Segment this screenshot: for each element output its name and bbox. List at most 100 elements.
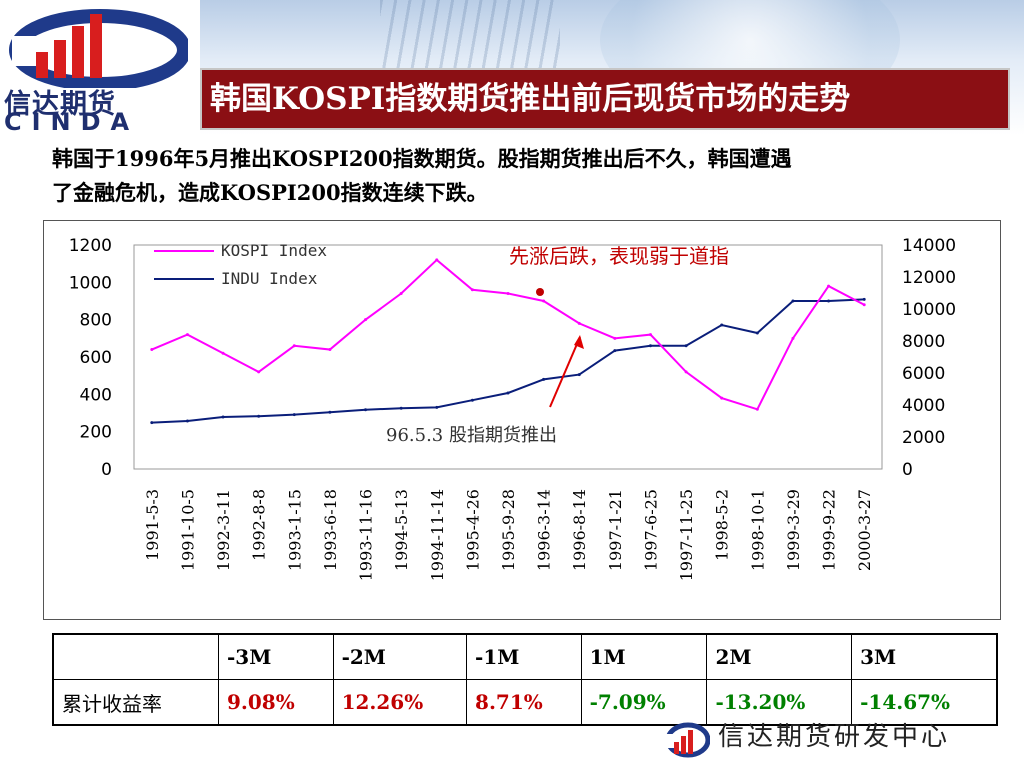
x-axis-tick-label: 1993-11-16 (357, 489, 376, 581)
x-axis-tick-label: 1992-8-8 (250, 489, 269, 561)
table-header-cell: 1M (580, 633, 708, 680)
table-header-row: -3M -2M -1M 1M 2M 3M (52, 633, 998, 680)
right-axis-tick-label: 0 (902, 460, 913, 480)
kospi-data-point (185, 333, 189, 337)
right-axis-tick-label: 14000 (902, 236, 956, 256)
kospi-data-point (399, 292, 403, 296)
right-axis-tick-label: 6000 (902, 364, 945, 384)
table-cell-value: -14.67% (851, 679, 998, 726)
table-cell-value: 8.71% (466, 679, 582, 726)
x-axis-tick-label: 1997-6-25 (641, 489, 660, 571)
table-row: 累计收益率 9.08% 12.26% 8.71% -7.09% -13.20% … (52, 679, 998, 726)
logo-english-text: CINDA (4, 108, 140, 136)
annotation-marker (536, 288, 544, 296)
right-axis-tick-label: 12000 (902, 268, 956, 288)
annotation-arrow (549, 336, 581, 408)
left-axis-tick-label: 1000 (69, 273, 112, 293)
chart-frame: 0 200 400 600 800 1000 1200 0 2000 4000 6000 8000 1… (43, 220, 1001, 620)
indu-data-point (791, 299, 795, 303)
x-axis-tick-label: 1997-11-25 (677, 489, 696, 581)
indu-data-point (827, 299, 831, 303)
returns-table: -3M -2M -1M 1M 2M 3M 累计收益率 9.08% 12.26% … (52, 633, 998, 726)
company-logo: 信达期货 CINDA (0, 0, 200, 136)
left-axis-tick-label: 1200 (69, 236, 112, 256)
table-header-cell (52, 633, 219, 680)
table-header-cell: -2M (332, 633, 468, 680)
indu-data-point (470, 398, 474, 402)
x-axis-tick-label: 2000-3-27 (855, 489, 874, 571)
series-line-indu (151, 298, 865, 424)
footer-text: 信达期货研发中心 (718, 722, 951, 752)
indu-data-point (613, 349, 617, 353)
kospi-data-point (364, 318, 368, 322)
kospi-data-point (827, 284, 831, 288)
footer-logo-icon (664, 722, 710, 758)
kospi-data-point (648, 333, 652, 337)
indu-data-point (755, 331, 759, 335)
right-axis-tick-label: 10000 (902, 300, 956, 320)
kospi-data-point (720, 396, 724, 400)
indu-data-point (221, 415, 225, 419)
x-axis-tick-label: 1992-3-11 (214, 489, 233, 571)
intro-line-1: 韩国于1996年5月推出KOSPI200指数期货。股指期货推出后不久，韩国遭遇 (52, 146, 792, 171)
left-axis-tick-label: 200 (80, 423, 112, 443)
kospi-data-point (506, 292, 510, 296)
x-axis-tick-label: 1998-5-2 (713, 489, 732, 561)
left-axis-tick-label: 600 (80, 348, 112, 368)
x-axis-tick-label: 1998-10-1 (748, 489, 767, 571)
kospi-data-point (470, 288, 474, 292)
x-axis-tick-label: 1996-8-14 (570, 489, 589, 571)
table-header-cell: 3M (851, 633, 998, 680)
indu-data-point (648, 344, 652, 348)
annotation-arrowhead (574, 335, 584, 349)
indu-data-point (720, 323, 724, 327)
kospi-indu-chart: 0 200 400 600 800 1000 1200 0 2000 4000 6000 8000 1… (69, 236, 956, 581)
indu-data-point (364, 408, 368, 412)
kospi-data-point (150, 348, 154, 352)
indu-data-point (399, 406, 403, 410)
left-axis-tick-label: 0 (101, 460, 112, 480)
kospi-data-point (755, 407, 759, 411)
intro-paragraph: 韩国于1996年5月推出KOSPI200指数期货。股指期货推出后不久，韩国遭遇 … (52, 142, 1012, 210)
left-axis-tick-label: 400 (80, 385, 112, 405)
x-axis-tick-label: 1994-5-13 (392, 489, 411, 571)
kospi-data-point (292, 344, 296, 348)
kospi-data-point (577, 321, 581, 325)
cinda-logo-icon (9, 9, 188, 88)
left-axis-tick-label: 800 (80, 311, 112, 331)
right-axis-tick-label: 4000 (902, 396, 945, 416)
table-header-cell: -1M (466, 633, 582, 680)
x-axis-tick-label: 1999-3-29 (784, 489, 803, 571)
kospi-data-point (684, 370, 688, 374)
x-axis-tick-label: 1991-5-3 (143, 489, 162, 561)
banner-decoration (380, 0, 560, 70)
kospi-data-point (542, 299, 546, 303)
indu-data-point (862, 297, 866, 301)
x-axis-tick-label: 1991-10-5 (178, 489, 197, 571)
indu-data-point (577, 373, 581, 377)
indu-data-point (185, 419, 189, 423)
x-axis-tick-label: 1994-11-14 (428, 489, 447, 581)
indu-data-point (435, 405, 439, 409)
annotation-launch-note: 96.5.3 股指期货推出 (386, 425, 557, 446)
legend-label-indu: INDU Index (221, 269, 318, 288)
indu-data-point (542, 377, 546, 381)
x-axis-tick-label: 1997-1-21 (606, 489, 625, 571)
indu-data-point (506, 391, 510, 395)
indu-data-point (684, 344, 688, 348)
table-cell-value: 12.26% (332, 679, 468, 726)
kospi-data-point (862, 303, 866, 307)
table-header-cell: -3M (218, 633, 334, 680)
intro-line-2: 了金融危机，造成KOSPI200指数连续下跌。 (52, 180, 488, 205)
table-row-label: 累计收益率 (52, 679, 219, 726)
legend-label-kospi: KOSPI Index (221, 241, 327, 260)
kospi-data-point (435, 258, 439, 262)
kospi-data-point (257, 370, 261, 374)
kospi-data-point (791, 336, 795, 340)
x-axis-tick-label: 1995-9-28 (499, 489, 518, 571)
x-axis-tick-label: 1993-6-18 (321, 489, 340, 571)
kospi-data-point (221, 351, 225, 355)
x-axis-tick-label: 1999-9-22 (820, 489, 839, 571)
kospi-data-point (613, 336, 617, 340)
table-header-cell: 2M (706, 633, 853, 680)
